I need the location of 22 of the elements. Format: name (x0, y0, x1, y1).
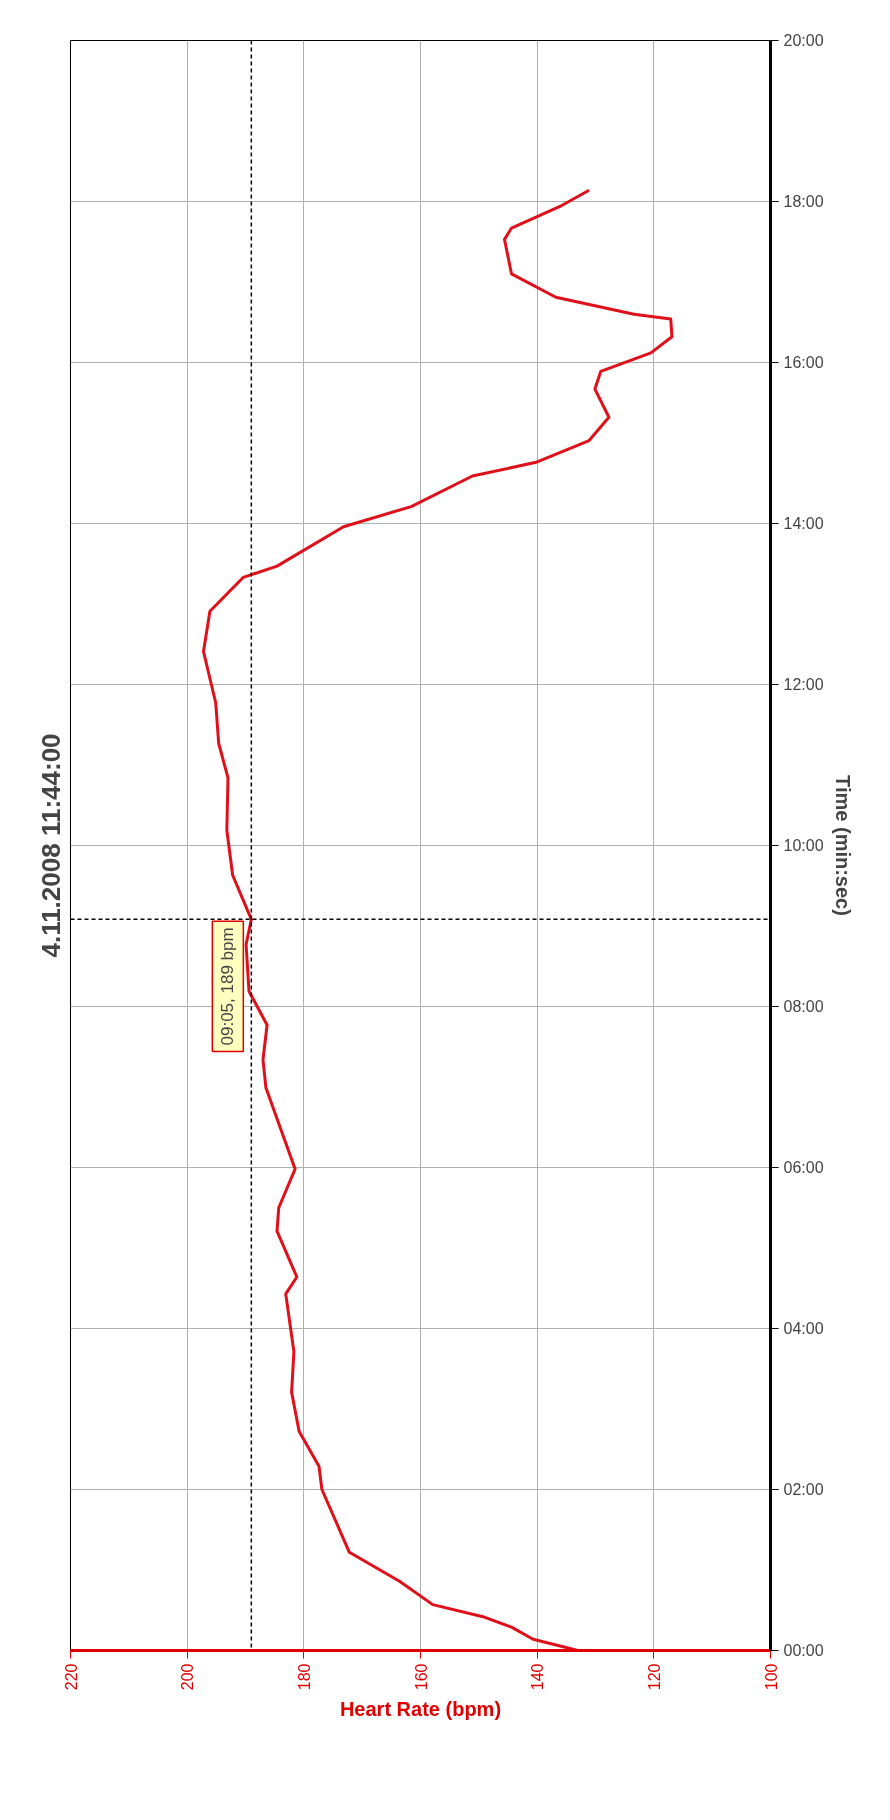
y-tick-label: 02:00 (783, 1481, 824, 1498)
y-axis-title: Time (min:sec) (831, 775, 854, 916)
y-tick-label: 00:00 (783, 1642, 824, 1659)
y-tick-label: 16:00 (783, 354, 824, 371)
x-tick-label: 200 (179, 1663, 197, 1691)
x-tick-label: 180 (295, 1663, 313, 1691)
text: 4.11.2008 11:44:00 (35, 733, 66, 958)
y-tick-label: 12:00 (783, 676, 824, 693)
x-tick-label: 140 (529, 1663, 547, 1691)
y-tick-label: 18:00 (783, 193, 824, 210)
y-tick-label: 08:00 (783, 998, 824, 1015)
y-tick-label: 20:00 (783, 32, 824, 49)
y-tick-label: 04:00 (783, 1320, 824, 1337)
x-tick-label: 100 (762, 1663, 780, 1691)
x-tick-label: 120 (645, 1663, 663, 1691)
y-tick-label: 10:00 (783, 837, 824, 854)
x-axis-title: Heart Rate (bpm) (339, 1698, 502, 1721)
annotation: 09:05, 189 bpm (218, 927, 238, 1046)
x-tick-label: 220 (62, 1663, 80, 1691)
y-tick-label: 14:00 (783, 515, 824, 532)
y-tick-label: 06:00 (783, 1159, 824, 1176)
x-tick-label: 160 (412, 1663, 430, 1691)
